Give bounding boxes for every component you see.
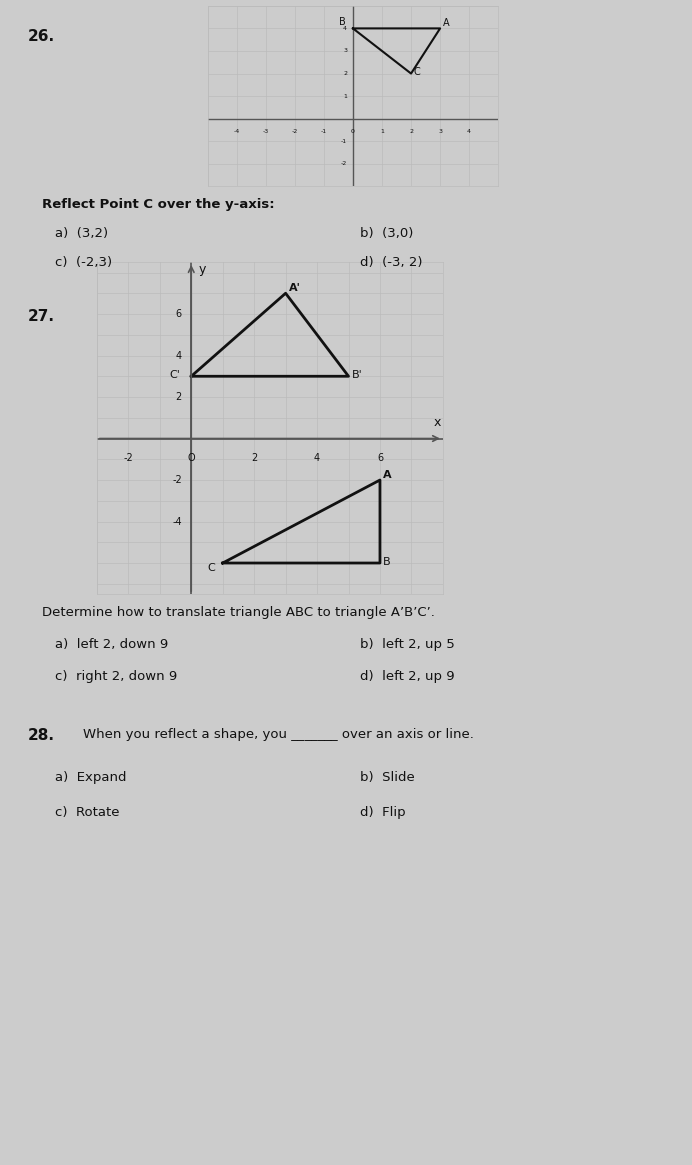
Text: -2: -2 [291,129,298,134]
Text: Reflect Point C over the y-axis:: Reflect Point C over the y-axis: [42,198,274,211]
Text: B: B [339,17,345,27]
Text: A': A' [289,283,300,294]
Text: 4: 4 [176,351,182,360]
Text: 0: 0 [351,129,355,134]
Text: 4: 4 [343,26,347,31]
Text: 6: 6 [377,453,383,463]
Text: a)  (3,2): a) (3,2) [55,227,109,240]
Text: 26.: 26. [28,29,55,44]
Text: C: C [414,66,421,77]
Text: 6: 6 [176,309,182,319]
Text: B: B [383,557,391,567]
Text: B': B' [352,370,363,380]
Text: c)  right 2, down 9: c) right 2, down 9 [55,670,178,683]
Text: c)  Rotate: c) Rotate [55,806,120,819]
Text: -1: -1 [321,129,327,134]
Text: 4: 4 [467,129,471,134]
Text: 27.: 27. [28,309,55,324]
Text: A: A [443,19,450,28]
Text: 2: 2 [409,129,413,134]
Text: O: O [188,453,195,463]
Text: 1: 1 [380,129,384,134]
Text: 4: 4 [314,453,320,463]
Text: x: x [433,416,441,429]
Text: -2: -2 [123,453,133,463]
Text: 2: 2 [176,391,182,402]
Text: a)  Expand: a) Expand [55,771,127,784]
Text: Determine how to translate triangle ABC to triangle A’B’C’.: Determine how to translate triangle ABC … [42,606,435,619]
Text: b)  (3,0): b) (3,0) [360,227,413,240]
Text: b)  left 2, up 5: b) left 2, up 5 [360,638,455,651]
Text: 3: 3 [438,129,442,134]
Text: -1: -1 [341,139,347,143]
Text: -3: -3 [262,129,269,134]
Text: -4: -4 [172,516,182,527]
Text: y: y [199,262,206,275]
Text: 2: 2 [251,453,257,463]
Text: -2: -2 [341,161,347,167]
Text: d)  (-3, 2): d) (-3, 2) [360,256,422,269]
Text: 28.: 28. [28,728,55,743]
Text: a)  left 2, down 9: a) left 2, down 9 [55,638,169,651]
Text: 1: 1 [343,93,347,99]
Text: d)  left 2, up 9: d) left 2, up 9 [360,670,455,683]
Text: C: C [207,564,215,573]
Text: -4: -4 [233,129,240,134]
Text: 3: 3 [343,49,347,54]
Text: When you reflect a shape, you _______ over an axis or line.: When you reflect a shape, you _______ ov… [83,728,474,741]
Text: d)  Flip: d) Flip [360,806,406,819]
Text: -2: -2 [172,475,182,485]
Text: A: A [383,469,392,480]
Text: c)  (-2,3): c) (-2,3) [55,256,113,269]
Text: 2: 2 [343,71,347,76]
Text: b)  Slide: b) Slide [360,771,415,784]
Text: C': C' [170,370,180,380]
